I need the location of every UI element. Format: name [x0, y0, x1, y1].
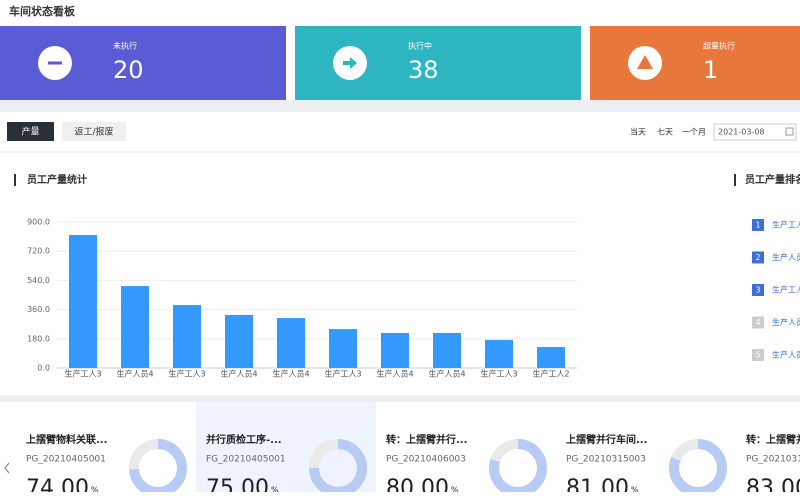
separator	[0, 395, 800, 402]
rank-name: 生产人员4	[772, 252, 800, 262]
task-title[interactable]: 转：上摆臂并行...	[386, 433, 467, 446]
bar	[485, 339, 513, 368]
task-code: PG_20210315003	[566, 455, 646, 465]
date-range-option[interactable]: 一个月	[682, 128, 706, 137]
section-marker	[14, 174, 16, 186]
rank-number: 4	[755, 318, 760, 327]
status-label: 未执行	[113, 41, 137, 51]
x-tick-label: 生产人员4	[376, 369, 413, 379]
x-tick-label: 生产人员4	[116, 369, 153, 379]
y-tick-label: 360.0	[27, 305, 50, 314]
task-code: PG_20210406003	[386, 455, 466, 465]
rank-number: 1	[755, 221, 760, 230]
x-tick-label: 生产工人2	[532, 369, 569, 379]
bar	[277, 318, 305, 368]
date-value: 2021-03-08	[718, 128, 765, 137]
task-percent: 81.00	[566, 476, 629, 492]
status-count: 38	[408, 56, 439, 84]
bar	[329, 329, 357, 368]
tab-label: 返工/报废	[74, 126, 113, 138]
rank-number: 2	[755, 253, 760, 262]
task-percent: 74.00	[26, 476, 89, 492]
x-tick-label: 生产人员4	[220, 369, 257, 379]
section-marker	[734, 174, 736, 186]
task-percent: 75.00	[206, 476, 269, 492]
rank-badge	[752, 219, 764, 231]
icon-glyph	[637, 55, 653, 69]
status-count: 20	[113, 56, 144, 84]
bar	[381, 332, 409, 368]
bar	[69, 234, 97, 368]
task-title[interactable]: 并行质检工序-...	[206, 433, 282, 446]
rank-badge	[752, 349, 764, 361]
percent-unit: %	[631, 486, 639, 493]
task-title[interactable]: 上摆臂物料关联...	[26, 433, 107, 446]
tab[interactable]	[62, 122, 126, 141]
task-percent: 80.00	[386, 476, 449, 492]
task-title[interactable]: 转：上摆臂并行...	[746, 433, 800, 446]
ranking-title: 员工产量排名	[745, 173, 800, 186]
prev-arrow[interactable]	[4, 462, 10, 474]
icon-glyph	[48, 61, 62, 65]
separator	[0, 100, 800, 112]
rank-name: 生产人员4	[772, 350, 800, 360]
x-tick-label: 生产工人3	[168, 369, 205, 379]
bar	[225, 314, 253, 368]
rank-name: 生产工人3	[772, 285, 800, 295]
y-tick-label: 0.0	[37, 364, 50, 373]
bar	[173, 305, 201, 368]
percent-unit: %	[451, 486, 459, 493]
task-title[interactable]: 上摆臂并行车间...	[566, 433, 647, 446]
x-tick-label: 生产工人3	[324, 369, 361, 379]
tab-label: 产量	[21, 126, 39, 138]
rank-name: 生产人员4	[772, 317, 800, 327]
page-title: 车间状态看板	[9, 4, 76, 18]
status-card	[590, 26, 800, 100]
rank-badge	[752, 251, 764, 264]
date-range-option[interactable]: 当天	[630, 127, 646, 137]
task-code: PG_2021031	[746, 455, 800, 465]
percent-unit: %	[271, 486, 279, 493]
rank-name: 生产工人3	[772, 220, 800, 230]
task-code: PG_20210405001	[26, 455, 106, 465]
x-tick-label: 生产工人3	[480, 369, 517, 379]
task-code: FG_20210405001	[206, 455, 286, 465]
x-tick-label: 生产人员4	[428, 369, 465, 379]
task-percent: 83.00	[746, 476, 800, 492]
bar	[121, 286, 149, 368]
x-tick-label: 生产工人3	[64, 369, 101, 379]
rank-number: 3	[755, 286, 760, 295]
bar	[537, 347, 565, 368]
status-label: 执行中	[408, 41, 432, 51]
rank-number: 5	[755, 351, 760, 360]
tab[interactable]	[7, 122, 54, 141]
calendar-icon	[785, 127, 794, 136]
y-tick-label: 180.0	[27, 334, 50, 343]
icon-glyph	[343, 57, 357, 69]
y-tick-label: 900.0	[27, 218, 50, 227]
x-tick-label: 生产人员4	[272, 369, 309, 379]
date-input[interactable]	[713, 123, 797, 141]
y-tick-label: 540.0	[27, 276, 50, 285]
rank-badge	[752, 284, 764, 296]
status-label: 超量执行	[703, 41, 735, 51]
date-range-option[interactable]: 七天	[657, 128, 673, 137]
bar	[433, 332, 461, 368]
y-tick-label: 720.0	[27, 247, 50, 256]
chart-title: 员工产量统计	[27, 173, 87, 186]
rank-badge	[752, 316, 764, 329]
status-count: 1	[703, 56, 718, 84]
percent-unit: %	[91, 486, 99, 493]
